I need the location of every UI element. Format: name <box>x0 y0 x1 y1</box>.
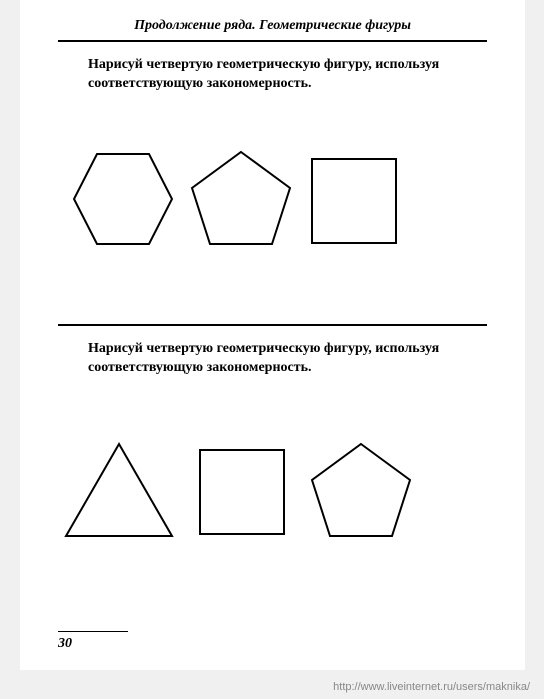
header-rule <box>58 40 487 42</box>
square-icon <box>304 144 404 254</box>
page-number: 30 <box>58 636 72 652</box>
header-title: Продолжение ряда. Геометрические фигуры <box>134 18 411 33</box>
page: Продолжение ряда. Геометрические фигуры … <box>20 0 525 670</box>
task1-shapes <box>68 144 525 254</box>
hexagon-icon <box>68 144 178 254</box>
square-icon <box>192 436 292 546</box>
mid-rule <box>58 324 487 326</box>
footer-rule <box>58 631 128 632</box>
pentagon-icon <box>186 144 296 254</box>
task1-text: Нарисуй четвертую геометрическую фигуру,… <box>88 56 473 94</box>
pentagon-icon <box>306 436 416 546</box>
page-header: Продолжение ряда. Геометрические фигуры <box>20 0 525 34</box>
task2-shapes <box>60 436 525 546</box>
triangle-icon <box>60 436 178 546</box>
watermark-text: http://www.liveinternet.ru/users/maknika… <box>333 681 530 693</box>
task2-text: Нарисуй четвертую геометрическую фигуру,… <box>88 340 473 378</box>
